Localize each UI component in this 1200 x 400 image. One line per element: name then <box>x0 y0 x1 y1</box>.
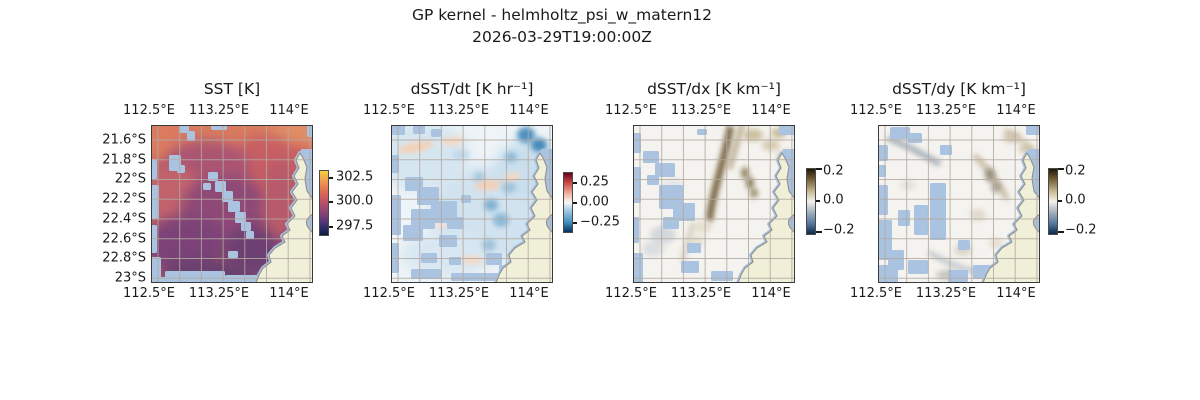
colorbar-tick-label: 0.25 <box>580 174 609 190</box>
x-tick-label: 112.5°E <box>123 286 175 301</box>
colorbar-gradient <box>806 168 816 235</box>
x-tick-label: 112.5°E <box>363 286 415 301</box>
colorbar-gradient <box>1048 168 1058 235</box>
colorbar-tick-label: −0.2 <box>823 222 855 238</box>
colorbar-dsst-dy: 0.2 0.0 −0.2 <box>1048 164 1110 238</box>
y-tick-label: 22.8°S <box>102 250 146 266</box>
colorbar-tick-label: −0.2 <box>1065 222 1097 238</box>
colorbar-dsst-dx: 0.2 0.0 −0.2 <box>806 164 868 238</box>
y-tick-label: 22.4°S <box>102 211 146 227</box>
colorbar-gradient <box>563 172 573 233</box>
x-tick-label: 113.25°E <box>428 286 490 301</box>
x-tick-label: 113.25°E <box>915 103 977 118</box>
colorbar-tick <box>816 200 820 202</box>
colorbar-tick <box>1058 231 1064 233</box>
x-tick-label: 114°E <box>509 286 549 301</box>
x-tick-label: 114°E <box>269 103 309 118</box>
colorbar-tick <box>573 182 577 184</box>
panel-title: dSST/dx [K km⁻¹] <box>647 80 781 98</box>
figure-subtitle: 2026-03-29T19:00:00Z <box>472 28 652 46</box>
colorbar-tick-label: 297.5 <box>336 218 374 234</box>
y-tick-label: 22.6°S <box>102 231 146 247</box>
x-tick-label: 113.25°E <box>915 286 977 301</box>
x-tick-label: 112.5°E <box>123 103 175 118</box>
panel-dsst-dy: dSST/dy [K km⁻¹] 112.5°E 113.25°E 114°E … <box>850 0 1040 310</box>
x-tick-label: 112.5°E <box>850 103 902 118</box>
colorbar-tick <box>329 226 333 228</box>
panel-dsst-dx: dSST/dx [K km⁻¹] 112.5°E 113.25°E 114°E … <box>605 0 795 310</box>
x-tick-label: 114°E <box>751 286 791 301</box>
x-tick-label: 113.25°E <box>188 286 250 301</box>
x-tick-label: 114°E <box>509 103 549 118</box>
colorbar-tick-label: 0.0 <box>823 192 844 208</box>
map-dsst-dt <box>391 125 553 283</box>
colorbar-tick-label: 302.5 <box>336 169 374 185</box>
colorbar-tick <box>573 202 577 204</box>
colorbar-tick <box>329 177 333 179</box>
colorbar-tick-label: 0.2 <box>1065 163 1086 179</box>
colorbar-tick-label: 0.00 <box>580 194 609 210</box>
panel-title: SST [K] <box>203 80 261 98</box>
x-tick-label: 112.5°E <box>850 286 902 301</box>
x-tick-label: 113.25°E <box>670 286 732 301</box>
colorbar-tick <box>573 222 577 224</box>
colorbar-tick-label: 0.2 <box>823 163 844 179</box>
x-tick-label: 112.5°E <box>605 286 657 301</box>
x-tick-label: 113.25°E <box>670 103 732 118</box>
colorbar-tick <box>816 231 822 233</box>
x-tick-label: 114°E <box>996 286 1036 301</box>
colorbar-tick <box>1058 168 1064 170</box>
panel-sst: SST [K] 112.5°E 113.25°E 114°E 112.5°E 1… <box>123 0 313 310</box>
colorbar-tick <box>1058 200 1062 202</box>
panel-title: dSST/dt [K hr⁻¹] <box>410 80 534 98</box>
y-tick-label: 21.8°S <box>102 152 146 168</box>
colorbar-tick-label: 300.0 <box>336 193 374 209</box>
x-tick-label: 114°E <box>751 103 791 118</box>
colorbar-gradient <box>319 170 329 236</box>
x-tick-label: 113.25°E <box>428 103 490 118</box>
colorbar-tick <box>329 201 333 203</box>
y-tick-label: 21.6°S <box>102 132 146 148</box>
panel-title: dSST/dy [K km⁻¹] <box>892 80 1026 98</box>
map-dsst-dx <box>633 125 795 283</box>
x-tick-label: 114°E <box>996 103 1036 118</box>
x-tick-label: 113.25°E <box>188 103 250 118</box>
x-tick-label: 114°E <box>269 286 309 301</box>
panel-dsst-dt: dSST/dt [K hr⁻¹] 112.5°E 113.25°E 114°E … <box>363 0 553 310</box>
figure-title: GP kernel - helmholtz_psi_w_matern12 <box>411 6 713 24</box>
colorbar-tick-label: −0.25 <box>580 214 620 230</box>
colorbar-tick-label: 0.0 <box>1065 192 1086 208</box>
y-tick-label: 23°S <box>114 270 146 286</box>
x-tick-label: 112.5°E <box>363 103 415 118</box>
x-tick-label: 112.5°E <box>605 103 657 118</box>
colorbar-sst: 302.5 300.0 297.5 <box>319 169 381 236</box>
map-sst <box>151 125 313 283</box>
colorbar-tick <box>816 168 822 170</box>
y-tick-label: 22°S <box>114 171 146 187</box>
colorbar-dsst-dt: 0.25 0.00 −0.25 <box>563 172 625 233</box>
map-dsst-dy <box>878 125 1040 283</box>
y-tick-label: 22.2°S <box>102 191 146 207</box>
